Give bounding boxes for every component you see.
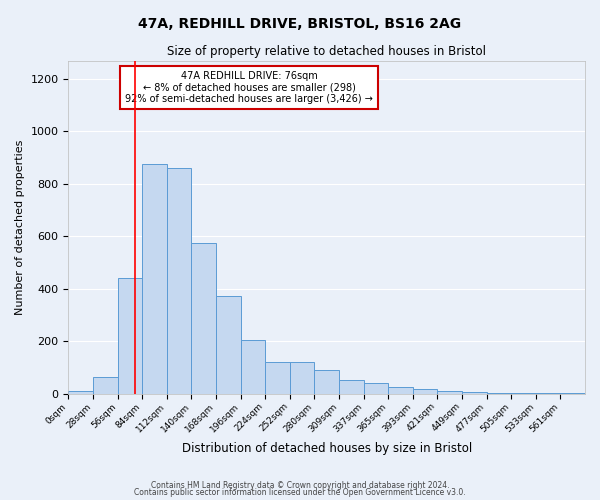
Text: Contains HM Land Registry data © Crown copyright and database right 2024.: Contains HM Land Registry data © Crown c… <box>151 480 449 490</box>
Title: Size of property relative to detached houses in Bristol: Size of property relative to detached ho… <box>167 45 486 58</box>
Bar <box>388 388 413 394</box>
X-axis label: Distribution of detached houses by size in Bristol: Distribution of detached houses by size … <box>182 442 472 455</box>
Bar <box>290 362 314 394</box>
Bar <box>142 164 167 394</box>
Bar <box>437 392 462 394</box>
Bar <box>314 370 339 394</box>
Bar <box>216 296 241 394</box>
Bar <box>241 340 265 394</box>
Bar <box>511 392 536 394</box>
Text: Contains public sector information licensed under the Open Government Licence v3: Contains public sector information licen… <box>134 488 466 497</box>
Text: 47A REDHILL DRIVE: 76sqm
← 8% of detached houses are smaller (298)
92% of semi-d: 47A REDHILL DRIVE: 76sqm ← 8% of detache… <box>125 70 373 104</box>
Bar <box>339 380 364 394</box>
Bar <box>536 392 560 394</box>
Bar <box>487 392 511 394</box>
Bar <box>68 392 93 394</box>
Y-axis label: Number of detached properties: Number of detached properties <box>15 140 25 315</box>
Bar <box>93 377 118 394</box>
Text: 47A, REDHILL DRIVE, BRISTOL, BS16 2AG: 47A, REDHILL DRIVE, BRISTOL, BS16 2AG <box>139 18 461 32</box>
Bar <box>560 392 585 394</box>
Bar <box>462 392 487 394</box>
Bar <box>191 243 216 394</box>
Bar <box>167 168 191 394</box>
Bar <box>364 384 388 394</box>
Bar <box>118 278 142 394</box>
Bar <box>265 362 290 394</box>
Bar <box>413 389 437 394</box>
